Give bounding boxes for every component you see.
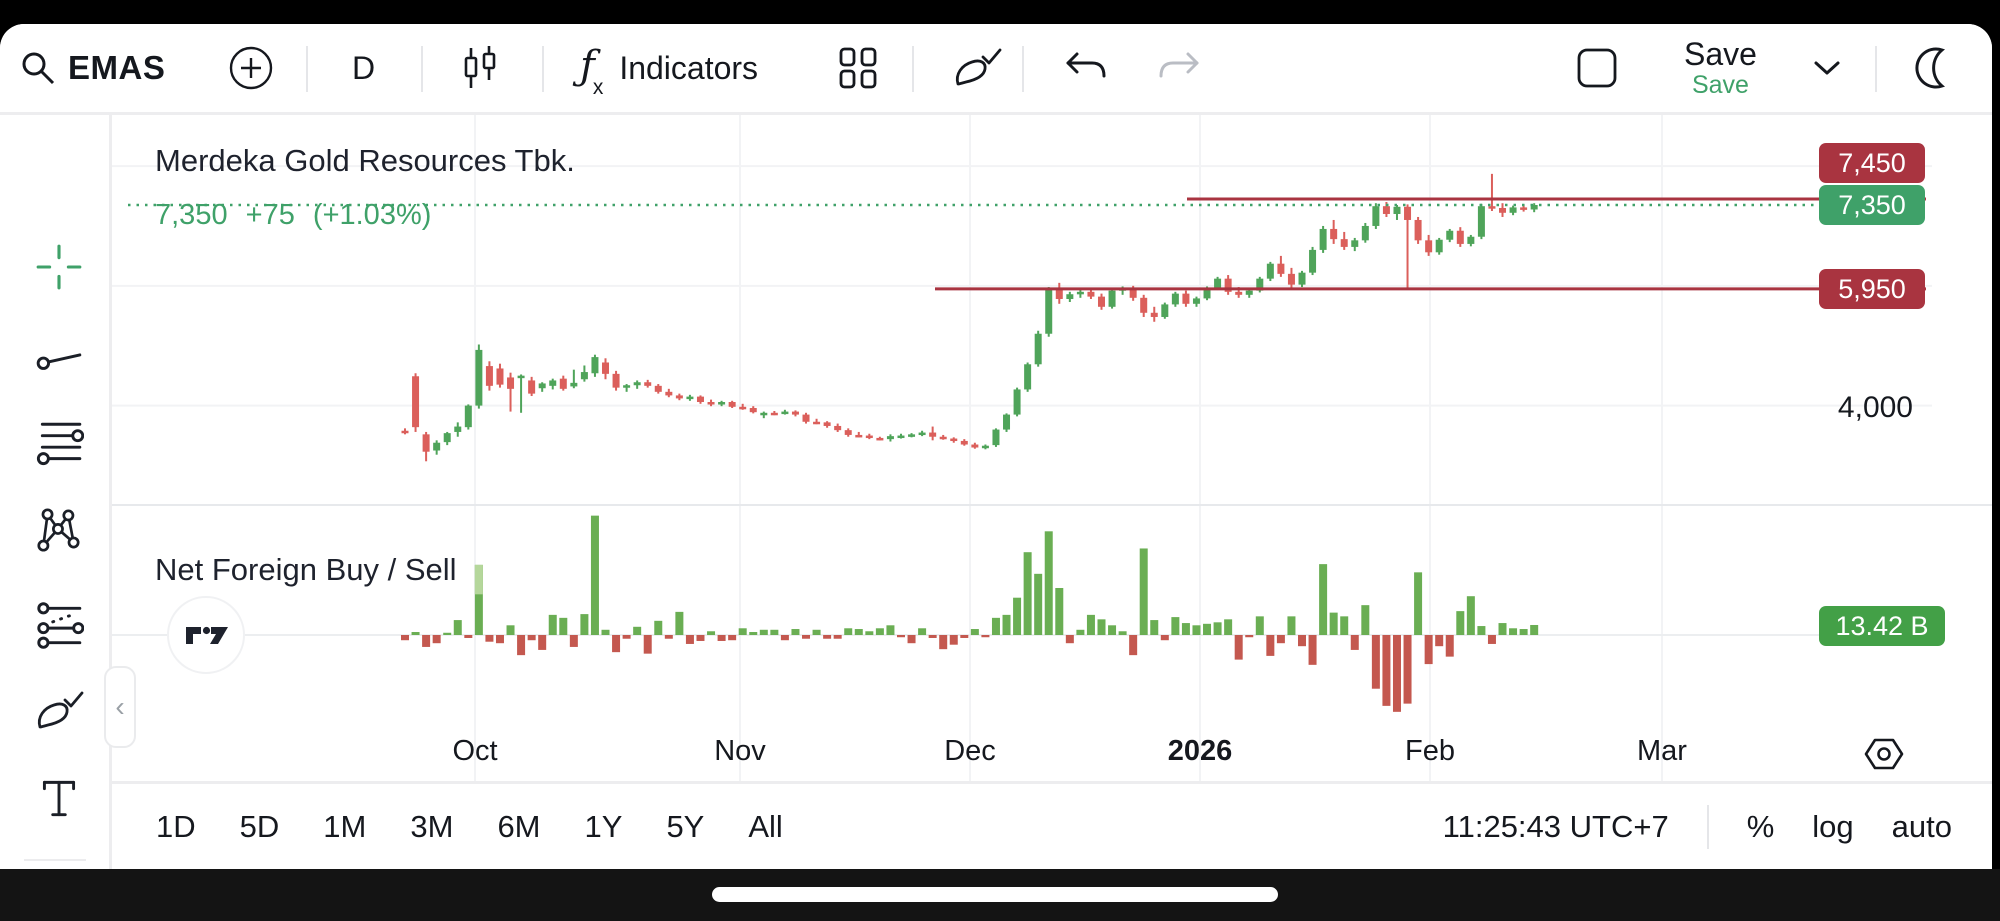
price-chart[interactable] (112, 115, 1992, 869)
drawings-button[interactable] (950, 24, 1004, 112)
toolbar-divider (1022, 46, 1024, 92)
undo-button[interactable] (1062, 24, 1108, 112)
tool-xabcd-pattern[interactable] (32, 500, 86, 564)
redo-button[interactable] (1157, 24, 1203, 112)
x-axis-label-nov: Nov (714, 735, 766, 767)
trend-line-icon (34, 332, 84, 387)
bottom-toolbar: 1D 5D 1M 3M 6M 1Y 5Y All 11:25:43 UTC+7 % log a… (112, 781, 1992, 869)
theme-toggle-button[interactable] (1908, 24, 1956, 112)
x-axis-label-dec: Dec (944, 735, 996, 767)
range-button-3m[interactable]: 3M (410, 808, 454, 844)
save-sub-label: Save (1691, 70, 1749, 99)
add-symbol-button[interactable] (228, 24, 274, 112)
moon-icon (1908, 44, 1956, 92)
xabcd-pattern-icon (34, 505, 84, 560)
indicators-label: Indicators (619, 49, 759, 86)
fx-icon: ƒx (580, 42, 604, 99)
sidebar-divider (24, 859, 86, 861)
price-line-label-5950: 5,950 (1819, 269, 1925, 309)
y-axis-tick: 4,000 (1837, 391, 1913, 424)
tool-projection[interactable] (32, 595, 86, 659)
layout-grid-button[interactable] (836, 24, 880, 112)
toolbar-divider (1875, 46, 1877, 92)
projection-icon (34, 600, 85, 655)
auto-scale-button[interactable]: auto (1891, 808, 1952, 844)
indicator-title: Net Foreign Buy / Sell (155, 552, 457, 587)
fib-retracement-icon (34, 418, 85, 473)
tradingview-watermark (167, 596, 245, 674)
price-line-label-7450: 7,450 (1819, 143, 1925, 183)
range-button-1d[interactable]: 1D (156, 808, 196, 844)
screenshot-button[interactable] (1576, 24, 1618, 112)
home-bar (0, 869, 2000, 921)
brush-check-icon (950, 44, 1004, 92)
clock[interactable]: 11:25:43 UTC+7 (1442, 808, 1669, 844)
date-range-buttons: 1D 5D 1M 3M 6M 1Y 5Y All (156, 784, 783, 869)
brush-check-icon (32, 687, 86, 740)
toolbar-divider (421, 46, 423, 92)
last-price-label: 7,350 (1819, 185, 1925, 225)
chevron-down-icon (1812, 59, 1842, 77)
interval-label: D (352, 49, 376, 86)
symbol-search-button[interactable]: EMAS (18, 24, 165, 112)
price-readout: 7,350 +75 (+1.03%) (155, 199, 441, 232)
search-icon (18, 48, 58, 88)
save-menu-button[interactable] (1812, 24, 1842, 112)
x-axis-label-feb: Feb (1405, 735, 1455, 767)
x-axis-label-2026: 2026 (1167, 735, 1233, 767)
range-button-5d[interactable]: 5D (239, 808, 280, 844)
symbol-title: Merdeka Gold Resources Tbk. (155, 143, 575, 178)
tool-crosshair[interactable] (32, 237, 86, 301)
last-price: 7,350 (155, 199, 228, 231)
square-icon (1576, 47, 1618, 89)
save-label: Save (1684, 36, 1757, 73)
symbol-label: EMAS (68, 49, 166, 86)
candlestick-icon (458, 44, 502, 92)
price-change-pct: (+1.03%) (312, 199, 432, 231)
percent-scale-button[interactable]: % (1746, 808, 1775, 844)
toolbar-divider (1706, 804, 1709, 849)
crosshair-icon (34, 242, 84, 297)
log-scale-button[interactable]: log (1812, 808, 1854, 844)
chart-region: Merdeka Gold Resources Tbk. 7,350 +75 (+… (112, 115, 1992, 869)
undo-icon (1062, 48, 1108, 88)
tool-text[interactable] (32, 768, 86, 832)
drawing-toolbar (0, 115, 112, 869)
x-axis-label-mar: Mar (1637, 735, 1687, 767)
sidebar-collapse-handle[interactable]: ‹ (104, 666, 136, 748)
tool-fib-retracement[interactable] (32, 413, 86, 477)
axis-settings-button[interactable] (1824, 735, 1944, 781)
toolbar-divider (542, 46, 544, 92)
indicators-button[interactable]: ƒx Indicators (580, 24, 758, 112)
save-button[interactable]: Save Save (1684, 24, 1757, 112)
range-button-1y[interactable]: 1Y (584, 808, 623, 844)
tool-trend-line[interactable] (32, 327, 86, 391)
interval-button[interactable]: D (352, 24, 375, 112)
top-toolbar: EMAS D (0, 24, 1992, 115)
time-axis[interactable]: Oct Nov Dec 2026 Feb Mar (112, 723, 1992, 781)
toolbar-divider (912, 46, 914, 92)
range-button-6m[interactable]: 6M (497, 808, 541, 844)
text-icon (34, 773, 84, 828)
x-axis-label-oct: Oct (452, 735, 498, 767)
redo-icon (1157, 48, 1203, 88)
gear-icon (1864, 738, 1904, 770)
range-button-5y[interactable]: 5Y (666, 808, 705, 844)
range-button-1m[interactable]: 1M (323, 808, 367, 844)
grid-layout-icon (836, 45, 880, 91)
home-indicator[interactable] (712, 887, 1278, 902)
indicator-value-label: 13.42 B (1819, 606, 1945, 646)
range-button-all[interactable]: All (748, 808, 783, 844)
price-change: +75 (245, 199, 295, 231)
app-window: EMAS D (0, 24, 1992, 869)
tool-brush[interactable] (32, 681, 86, 745)
plus-circle-icon (228, 45, 274, 91)
chart-style-button[interactable] (458, 24, 502, 112)
toolbar-divider (306, 46, 308, 92)
